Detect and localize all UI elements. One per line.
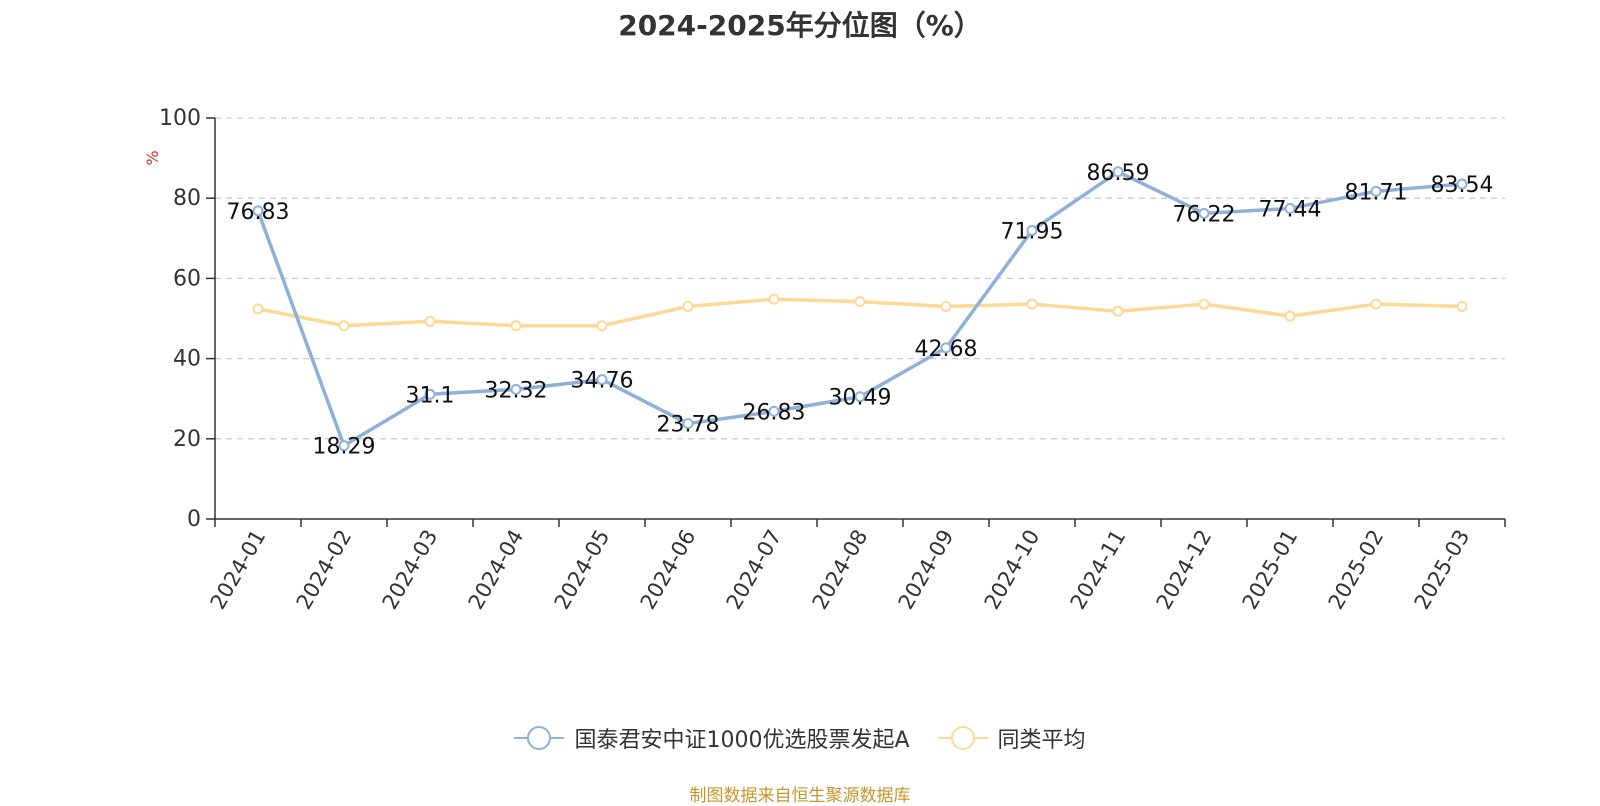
y-tick-label: 60	[173, 266, 201, 291]
y-tick-label: 0	[187, 507, 201, 532]
data-label: 76.83	[227, 200, 290, 225]
x-tick-label: 2024-06	[636, 526, 701, 614]
data-point	[768, 293, 780, 305]
y-tick-label: 100	[159, 106, 201, 131]
data-point	[424, 388, 436, 400]
data-point	[1198, 207, 1210, 219]
y-tick-label: 20	[173, 427, 201, 452]
data-label: 31.1	[406, 383, 455, 408]
data-point	[854, 391, 866, 403]
data-label: 23.78	[657, 413, 720, 438]
data-point	[1112, 305, 1124, 317]
x-tick-label: 2024-05	[550, 526, 615, 614]
data-point	[682, 300, 694, 312]
x-tick-label: 2024-03	[378, 526, 443, 614]
data-point	[1198, 298, 1210, 310]
data-point	[854, 296, 866, 308]
data-point	[682, 418, 694, 430]
data-point	[1370, 185, 1382, 197]
data-point	[424, 315, 436, 327]
data-label: 81.71	[1345, 180, 1408, 205]
legend-marker-icon	[937, 726, 988, 750]
x-tick-label: 2025-02	[1324, 526, 1389, 614]
data-label: 42.68	[915, 337, 978, 362]
data-point	[338, 440, 350, 452]
data-point	[252, 303, 264, 315]
source-note: 制图数据来自恒生聚源数据库	[689, 786, 911, 806]
legend-marker-icon	[514, 726, 565, 750]
legend-label: 同类平均	[997, 728, 1086, 753]
data-label: 76.22	[1173, 202, 1236, 227]
data-point	[596, 320, 608, 332]
x-tick-label: 2025-01	[1238, 526, 1303, 614]
data-point	[940, 342, 952, 354]
data-point	[252, 205, 264, 217]
legend-item[interactable]: 国泰君安中证1000优选股票发起A	[514, 722, 910, 754]
data-point	[596, 374, 608, 386]
y-axis-label: %	[143, 150, 162, 165]
data-point	[1456, 300, 1468, 312]
data-point	[1456, 178, 1468, 190]
data-point	[1026, 298, 1038, 310]
data-point	[510, 383, 522, 395]
x-tick-label: 2024-07	[722, 526, 787, 614]
x-tick-label: 2024-10	[980, 526, 1045, 614]
data-label: 34.76	[571, 369, 634, 394]
data-point	[1284, 310, 1296, 322]
data-point	[338, 320, 350, 332]
data-point	[510, 320, 522, 332]
y-tick-label: 80	[173, 186, 201, 211]
data-label: 77.44	[1259, 197, 1322, 222]
data-point	[1112, 166, 1124, 178]
legend-label: 国泰君安中证1000优选股票发起A	[574, 728, 910, 753]
data-point	[768, 405, 780, 417]
data-label: 18.29	[313, 435, 376, 460]
data-point	[1284, 202, 1296, 214]
data-label: 83.54	[1431, 173, 1494, 198]
x-tick-label: 2024-12	[1152, 526, 1217, 614]
x-tick-label: 2024-08	[808, 526, 873, 614]
data-point	[940, 300, 952, 312]
y-tick-label: 40	[173, 347, 201, 372]
legend: 国泰君安中证1000优选股票发起A 同类平均	[0, 722, 1600, 754]
grid-lines	[215, 117, 1505, 440]
data-label: 86.59	[1087, 161, 1150, 186]
x-tick-label: 2025-03	[1410, 526, 1475, 614]
x-tick-label: 2024-01	[206, 526, 271, 614]
x-tick-label: 2024-04	[464, 526, 529, 614]
x-tick-label: 2024-09	[894, 526, 959, 614]
axes: 0 20 40 60 80 100% 2024-01 2024-02 2024-03 2024-0…	[143, 106, 1506, 614]
data-point	[1026, 224, 1038, 236]
chart-title: 2024-2025年分位图（%）	[618, 9, 982, 42]
x-tick-label: 2024-11	[1066, 526, 1131, 614]
data-label: 32.32	[485, 378, 548, 403]
data-label: 71.95	[1001, 219, 1064, 244]
data-label: 26.83	[743, 400, 806, 425]
data-point	[1370, 298, 1382, 310]
x-tick-label: 2024-02	[292, 526, 357, 614]
data-label: 30.49	[829, 386, 892, 411]
series-layer	[252, 166, 1468, 452]
data-labels: 76.83 18.29 31.1 32.32 34.76 23.78 26.83 30.49 4…	[227, 161, 1494, 460]
legend-item[interactable]: 同类平均	[937, 722, 1086, 754]
